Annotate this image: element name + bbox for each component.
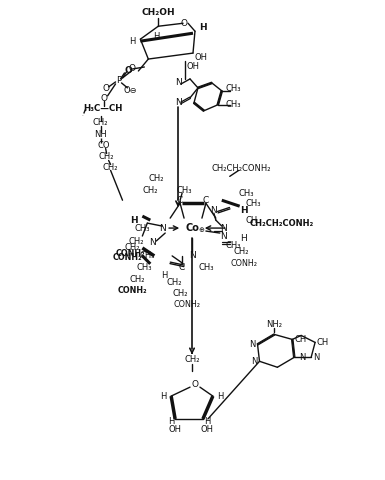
Text: CONH₂: CONH₂ bbox=[116, 250, 145, 258]
Text: H: H bbox=[204, 418, 210, 426]
Text: CH: CH bbox=[317, 338, 329, 347]
Text: CH₃: CH₃ bbox=[226, 84, 241, 94]
Text: O: O bbox=[102, 84, 109, 94]
Text: CH₃: CH₃ bbox=[226, 100, 241, 109]
Text: CH₃: CH₃ bbox=[140, 252, 155, 261]
Text: H: H bbox=[129, 36, 136, 46]
Text: ⊕: ⊕ bbox=[198, 227, 204, 233]
Text: H: H bbox=[161, 271, 167, 280]
Text: OH: OH bbox=[169, 425, 182, 434]
Text: CH₂: CH₂ bbox=[129, 238, 144, 247]
Text: CH₂: CH₂ bbox=[184, 355, 200, 364]
Text: N: N bbox=[159, 224, 166, 233]
Text: CH₂: CH₂ bbox=[166, 278, 182, 287]
Text: CH₂: CH₂ bbox=[103, 163, 118, 172]
Text: CONH₂: CONH₂ bbox=[118, 286, 147, 295]
Text: H: H bbox=[240, 233, 247, 242]
Text: H: H bbox=[153, 32, 159, 41]
Text: CH₃: CH₃ bbox=[226, 241, 241, 251]
Text: CH₂: CH₂ bbox=[172, 289, 188, 298]
Text: CH₂: CH₂ bbox=[130, 275, 145, 284]
Text: O: O bbox=[125, 67, 132, 75]
Text: CH₂: CH₂ bbox=[234, 247, 249, 256]
Text: CH₂OH: CH₂OH bbox=[141, 8, 175, 17]
Text: O: O bbox=[129, 64, 136, 73]
Text: OH: OH bbox=[186, 61, 199, 71]
Text: CH₂: CH₂ bbox=[125, 243, 140, 252]
Text: CONH₂: CONH₂ bbox=[174, 300, 201, 309]
Text: P: P bbox=[116, 76, 121, 85]
Text: CH₃: CH₃ bbox=[137, 264, 152, 272]
Text: N: N bbox=[249, 340, 256, 349]
Text: CH₂CH₂CONH₂: CH₂CH₂CONH₂ bbox=[212, 164, 271, 173]
Text: CH₂: CH₂ bbox=[99, 152, 114, 161]
Text: N: N bbox=[220, 231, 227, 240]
Text: H: H bbox=[199, 23, 207, 32]
Text: CO: CO bbox=[97, 141, 110, 150]
Text: O: O bbox=[191, 380, 199, 389]
Text: CONH₂: CONH₂ bbox=[113, 253, 142, 263]
Text: CH₂: CH₂ bbox=[142, 186, 158, 195]
Text: N: N bbox=[299, 353, 305, 362]
Text: CH₃: CH₃ bbox=[246, 199, 261, 208]
Text: CH₂CH₂CONH₂: CH₂CH₂CONH₂ bbox=[249, 218, 313, 228]
Text: OH: OH bbox=[201, 425, 213, 434]
Text: CH₂: CH₂ bbox=[149, 174, 164, 183]
Text: CH: CH bbox=[246, 216, 258, 225]
Text: CH₃: CH₃ bbox=[176, 186, 192, 195]
Text: OH: OH bbox=[194, 53, 208, 61]
Text: O: O bbox=[100, 95, 107, 103]
Text: NH₂: NH₂ bbox=[266, 320, 283, 329]
Text: C: C bbox=[177, 196, 183, 205]
Text: H: H bbox=[131, 216, 138, 225]
Text: CH₃: CH₃ bbox=[239, 189, 254, 198]
Text: N: N bbox=[149, 239, 156, 248]
Text: O: O bbox=[181, 19, 187, 28]
Text: N: N bbox=[251, 357, 258, 366]
Text: CONH₂: CONH₂ bbox=[230, 259, 257, 268]
Text: H: H bbox=[218, 392, 224, 401]
Text: C: C bbox=[179, 264, 185, 272]
Text: N: N bbox=[175, 98, 181, 108]
Text: CH: CH bbox=[294, 335, 306, 344]
Text: O⊖: O⊖ bbox=[124, 86, 137, 96]
Text: C: C bbox=[203, 196, 209, 205]
Text: N: N bbox=[189, 252, 195, 261]
Text: H: H bbox=[240, 205, 248, 215]
Text: CH₃: CH₃ bbox=[135, 224, 150, 233]
Text: N: N bbox=[175, 78, 181, 87]
Text: CH₃: CH₃ bbox=[198, 264, 214, 272]
Text: CH₂: CH₂ bbox=[93, 118, 109, 127]
Text: H₃C—CH: H₃C—CH bbox=[83, 104, 122, 113]
Text: N: N bbox=[211, 205, 217, 215]
Text: H: H bbox=[168, 418, 174, 426]
Text: Co: Co bbox=[185, 223, 199, 233]
Text: N: N bbox=[220, 224, 227, 233]
Text: N: N bbox=[313, 353, 319, 362]
Text: NH: NH bbox=[94, 130, 107, 139]
Text: H: H bbox=[160, 392, 166, 401]
